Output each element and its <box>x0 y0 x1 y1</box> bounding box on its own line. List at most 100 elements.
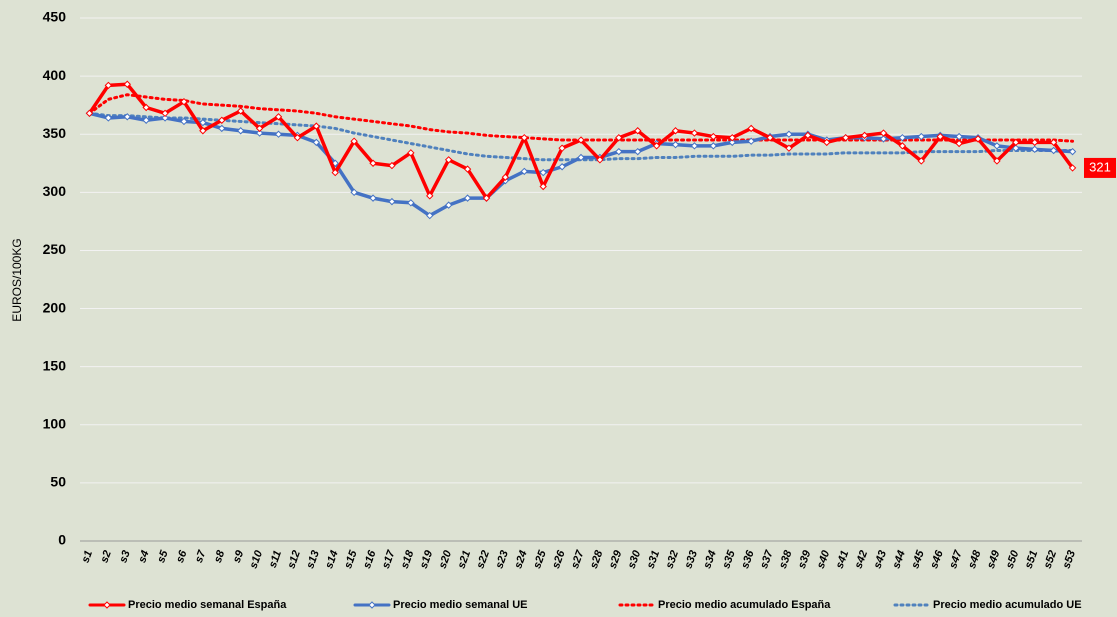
data-label: 321 <box>1089 159 1111 174</box>
point-marker <box>728 138 736 147</box>
point-marker <box>312 138 321 147</box>
point-marker <box>350 188 358 197</box>
point-marker <box>690 129 699 137</box>
legend-marker <box>368 601 376 609</box>
point-marker <box>879 135 888 143</box>
point-marker <box>236 107 245 115</box>
point-marker <box>709 132 718 141</box>
point-marker <box>1068 147 1077 156</box>
point-marker <box>936 132 944 141</box>
point-marker <box>199 127 207 135</box>
point-marker <box>444 156 453 164</box>
point-marker <box>955 139 963 148</box>
point-marker <box>1012 144 1020 152</box>
point-marker <box>407 149 415 157</box>
y-tick-label: 450 <box>43 9 67 25</box>
legend-label: Precio medio semanal España <box>128 599 287 611</box>
point-marker <box>898 134 907 142</box>
point-marker <box>388 161 396 170</box>
point-marker <box>955 132 963 141</box>
point-marker <box>879 129 888 137</box>
point-marker <box>1049 138 1058 147</box>
x-tick-label: s6 <box>174 548 190 564</box>
point-marker <box>596 156 604 164</box>
point-marker <box>615 147 623 156</box>
point-marker <box>539 182 547 191</box>
point-marker <box>218 116 226 124</box>
x-tick-label: s14 <box>323 549 341 570</box>
point-marker <box>804 131 812 140</box>
point-marker <box>104 114 113 122</box>
point-marker <box>274 130 283 138</box>
point-marker <box>218 124 226 133</box>
point-marker <box>142 103 150 112</box>
point-marker <box>180 117 188 126</box>
x-tick-label: s52 <box>1042 549 1060 570</box>
point-marker <box>199 118 207 127</box>
x-tick-label: s21 <box>456 549 474 570</box>
point-marker <box>161 109 169 118</box>
x-tick-label: s13 <box>304 549 322 570</box>
x-tick-label: s43 <box>871 549 889 570</box>
x-tick-label: s32 <box>664 549 682 570</box>
x-tick-label: s3 <box>117 549 132 565</box>
point-marker <box>255 129 264 137</box>
point-marker <box>785 144 793 152</box>
x-tick-label: s7 <box>193 548 209 564</box>
point-marker <box>974 135 982 143</box>
point-marker <box>841 134 850 142</box>
point-marker <box>236 127 245 135</box>
point-marker <box>369 194 377 202</box>
point-marker <box>993 142 1001 150</box>
legend-label: Precio medio acumulado España <box>658 599 831 611</box>
point-marker <box>350 137 358 145</box>
point-marker <box>501 173 510 181</box>
x-tick-label: s9 <box>231 548 247 564</box>
x-tick-label: s51 <box>1023 549 1041 570</box>
point-marker <box>1031 138 1039 147</box>
y-tick-label: 350 <box>43 125 67 141</box>
point-marker <box>785 130 793 138</box>
point-marker <box>426 192 434 200</box>
point-marker <box>747 137 755 145</box>
y-axis-label: EUROS/100KG <box>10 238 24 321</box>
point-marker <box>161 114 169 122</box>
y-tick-label: 200 <box>43 299 67 315</box>
x-tick-label: s31 <box>645 549 663 570</box>
point-marker <box>407 199 415 207</box>
point-marker <box>577 136 585 144</box>
x-tick-label: s5 <box>155 548 171 564</box>
legend-marker <box>103 601 111 609</box>
last-value-box <box>1084 157 1116 178</box>
point-marker <box>274 113 283 121</box>
x-tick-label: s1 <box>80 549 95 565</box>
legend-label: Precio medio semanal UE <box>393 599 528 611</box>
point-marker <box>860 131 869 140</box>
point-marker <box>1049 146 1058 155</box>
x-tick-label: s4 <box>136 549 151 565</box>
point-marker <box>180 97 188 106</box>
point-marker <box>142 116 150 124</box>
point-marker <box>123 113 131 121</box>
point-marker <box>898 142 907 150</box>
x-tick-label: s34 <box>701 549 719 570</box>
point-marker <box>520 134 528 142</box>
point-marker <box>766 134 774 142</box>
y-tick-label: 400 <box>43 67 67 83</box>
point-marker <box>388 197 396 206</box>
y-tick-label: 100 <box>43 415 67 431</box>
point-marker <box>539 168 547 177</box>
x-tick-label: s42 <box>853 549 871 570</box>
y-tick-label: 250 <box>43 241 67 257</box>
x-tick-label: s11 <box>267 549 284 570</box>
x-tick-label: s2 <box>98 549 113 565</box>
x-tick-label: s12 <box>285 549 303 570</box>
point-marker <box>104 81 113 90</box>
point-marker <box>634 147 642 156</box>
point-marker <box>85 109 94 118</box>
point-marker <box>482 194 491 202</box>
point-marker <box>369 159 377 167</box>
x-tick-label: s22 <box>474 549 492 570</box>
point-marker <box>671 140 680 149</box>
point-marker <box>463 194 472 202</box>
